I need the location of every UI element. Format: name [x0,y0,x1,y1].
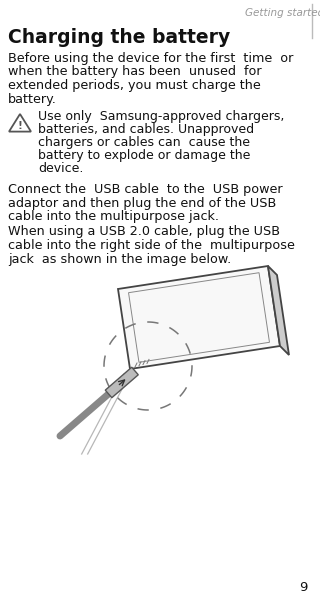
Polygon shape [105,367,138,398]
Text: cable into the right side of the  multipurpose: cable into the right side of the multipu… [8,239,295,252]
Text: when the battery has been  unused  for: when the battery has been unused for [8,66,262,78]
Text: When using a USB 2.0 cable, plug the USB: When using a USB 2.0 cable, plug the USB [8,226,280,239]
Text: Use only  Samsung-approved chargers,: Use only Samsung-approved chargers, [38,110,284,123]
Text: Connect the  USB cable  to the  USB power: Connect the USB cable to the USB power [8,183,283,196]
Text: extended periods, you must charge the: extended periods, you must charge the [8,79,261,92]
Text: Before using the device for the first  time  or: Before using the device for the first ti… [8,52,293,65]
Text: 9: 9 [300,581,308,594]
Text: batteries, and cables. Unapproved: batteries, and cables. Unapproved [38,123,254,136]
Text: adaptor and then plug the end of the USB: adaptor and then plug the end of the USB [8,197,276,209]
Text: Getting started: Getting started [245,8,320,18]
Text: jack  as shown in the image below.: jack as shown in the image below. [8,253,231,265]
Polygon shape [268,266,289,355]
Text: battery to explode or damage the: battery to explode or damage the [38,149,250,162]
Text: device.: device. [38,162,84,175]
Text: chargers or cables can  cause the: chargers or cables can cause the [38,136,250,149]
Text: cable into the multipurpose jack.: cable into the multipurpose jack. [8,210,219,223]
Polygon shape [118,266,280,369]
Text: !: ! [18,121,22,131]
Text: battery.: battery. [8,92,57,106]
Text: Charging the battery: Charging the battery [8,28,230,47]
